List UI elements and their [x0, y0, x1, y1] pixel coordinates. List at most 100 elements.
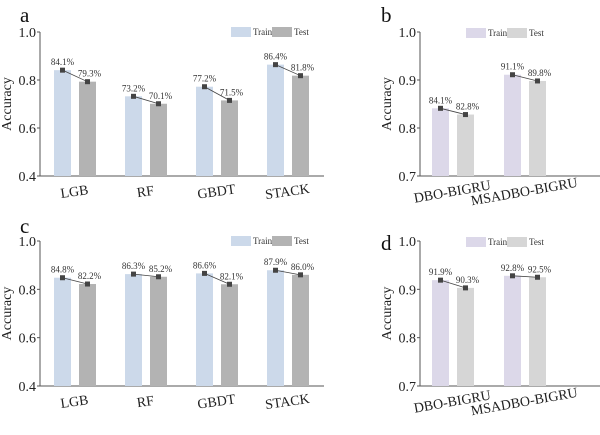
x-tick-label: RF — [136, 184, 155, 201]
y-axis-label: Accuracy — [0, 287, 15, 341]
connector-line — [62, 69, 88, 83]
bar-train-msadbo-bigru — [504, 275, 521, 386]
marker-train — [202, 270, 207, 276]
legend-label-test: Test — [294, 27, 309, 37]
marker-test — [85, 281, 90, 287]
data-label-train: 87.9% — [264, 257, 288, 267]
x-tick-label: STACK — [264, 182, 310, 203]
chart-panel-b: bAccuracy0.70.80.91.084.1%82.8%DBO-BIGRU… — [380, 3, 600, 209]
y-tick-label: 1.0 — [399, 26, 417, 41]
y-tick-label: 1.0 — [19, 235, 37, 250]
data-label-train: 84.8% — [51, 265, 75, 275]
bar-train-stack — [267, 64, 284, 176]
marker-train — [510, 72, 515, 78]
marker-train — [60, 275, 65, 281]
marker-test — [463, 112, 468, 118]
connector-line — [133, 95, 159, 105]
data-label-test: 85.2% — [149, 264, 173, 274]
connector-line — [440, 279, 466, 289]
y-tick-label: 0.6 — [19, 122, 37, 137]
bar-test-msadbo-bigru — [529, 80, 546, 176]
marker-train — [438, 105, 443, 111]
connector-line — [440, 107, 466, 115]
y-tick-label: 0.9 — [399, 283, 417, 298]
legend-swatch-test — [272, 236, 292, 246]
bar-test-rf — [150, 103, 167, 176]
x-tick-label: RF — [136, 394, 155, 411]
legend-swatch-train — [466, 237, 486, 247]
panel-letter: b — [381, 3, 392, 27]
bar-test-lgb — [79, 81, 96, 176]
y-axis-label: Accuracy — [380, 287, 395, 341]
legend-swatch-test — [507, 28, 527, 38]
connector-line — [204, 86, 230, 101]
bar-test-stack — [292, 274, 309, 386]
data-label-train: 91.9% — [429, 267, 453, 277]
x-tick-label: LGB — [60, 393, 90, 412]
legend-label-test: Test — [529, 28, 544, 38]
x-tick-label: STACK — [264, 392, 310, 413]
bar-train-dbo-bigru — [432, 280, 449, 386]
marker-train — [202, 84, 207, 90]
legend-label-test: Test — [294, 236, 309, 246]
marker-test — [227, 281, 232, 287]
bar-test-dbo-bigru — [457, 287, 474, 386]
y-tick-label: 0.7 — [399, 170, 417, 185]
marker-train — [131, 271, 136, 277]
data-label-test: 70.1% — [149, 91, 173, 101]
connector-line — [62, 277, 88, 285]
y-tick-label: 1.0 — [399, 235, 417, 250]
connector-line — [275, 64, 301, 77]
connector-line — [275, 269, 301, 276]
legend-swatch-train — [466, 28, 486, 38]
data-label-train: 91.1% — [501, 62, 525, 72]
y-tick-label: 0.6 — [19, 332, 37, 347]
data-label-train: 84.1% — [51, 57, 75, 67]
marker-test — [156, 101, 161, 107]
legend-swatch-train — [231, 236, 251, 246]
marker-test — [463, 285, 468, 291]
legend-label-test: Test — [529, 237, 544, 247]
bar-test-rf — [150, 276, 167, 386]
data-label-test: 89.8% — [528, 68, 552, 78]
marker-train — [60, 67, 65, 73]
marker-train — [273, 62, 278, 68]
data-label-train: 86.6% — [193, 260, 217, 270]
data-label-test: 82.2% — [78, 271, 102, 281]
connector-line — [512, 74, 538, 82]
data-label-test: 82.8% — [456, 102, 480, 112]
x-tick-label: LGB — [60, 183, 90, 202]
panel-letter: c — [20, 214, 29, 238]
marker-train — [273, 267, 278, 273]
y-tick-label: 0.9 — [399, 74, 417, 89]
data-label-test: 79.3% — [78, 69, 102, 79]
bar-train-lgb — [54, 277, 71, 386]
bar-test-msadbo-bigru — [529, 277, 546, 386]
data-label-train: 73.2% — [122, 83, 146, 93]
marker-test — [156, 274, 161, 280]
y-tick-label: 0.4 — [19, 170, 37, 185]
y-tick-label: 0.8 — [19, 74, 37, 89]
connector-line — [204, 273, 230, 285]
legend-swatch-train — [231, 27, 251, 37]
marker-train — [510, 273, 515, 279]
data-label-train: 92.8% — [501, 263, 525, 273]
bar-train-msadbo-bigru — [504, 74, 521, 176]
data-label-train: 84.1% — [429, 95, 453, 105]
connector-line — [512, 275, 538, 278]
data-label-test: 86.0% — [291, 262, 315, 272]
panel-letter: a — [20, 3, 30, 27]
marker-test — [298, 73, 303, 79]
y-tick-label: 0.8 — [399, 122, 417, 137]
data-label-test: 90.3% — [456, 275, 480, 285]
data-label-test: 71.5% — [220, 87, 244, 97]
marker-train — [438, 277, 443, 283]
panel-letter: d — [381, 231, 392, 255]
y-tick-label: 0.8 — [19, 283, 37, 298]
legend-label-train: Train — [488, 237, 508, 247]
y-tick-label: 1.0 — [19, 26, 37, 41]
connector-line — [133, 273, 159, 278]
bar-test-lgb — [79, 284, 96, 386]
legend-label-train: Train — [488, 28, 508, 38]
legend-swatch-test — [272, 27, 292, 37]
